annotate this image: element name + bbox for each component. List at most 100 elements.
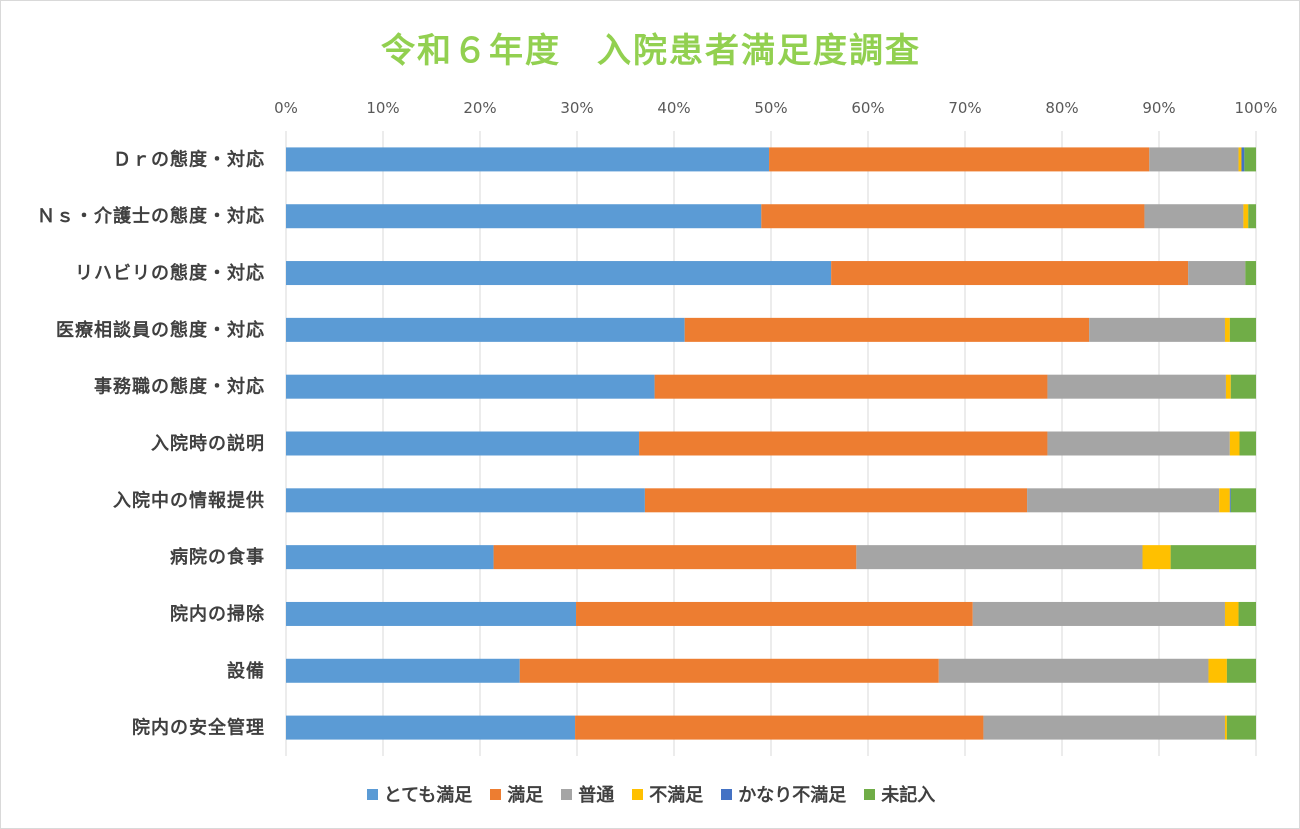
x-tick-label: 30% xyxy=(560,99,593,117)
bar-segment xyxy=(575,715,984,740)
bar-segment xyxy=(1226,658,1256,683)
category-label: 院内の掃除 xyxy=(170,603,265,625)
legend-label: かなり不満足 xyxy=(738,785,847,806)
bar-segment xyxy=(1089,317,1225,342)
bar-segment xyxy=(286,601,577,626)
x-axis-ticks: 0% 10% 20% 30% 40% 50% 60% 70% 80% 90% 100% xyxy=(274,99,1277,117)
x-tick-label: 70% xyxy=(948,99,981,117)
x-tick-label: 50% xyxy=(754,99,787,117)
bar-segment xyxy=(1243,204,1249,229)
bar-segment xyxy=(1149,147,1239,172)
bar-segment xyxy=(1224,715,1227,740)
legend: とても満足 満足 普通 不満足 かなり不満足 未記入 xyxy=(1,781,1300,807)
category-label: 入院時の説明 xyxy=(151,433,265,455)
bar-segment xyxy=(1219,488,1230,513)
bar-segment xyxy=(1225,374,1231,399)
bar-segment xyxy=(1229,488,1231,513)
bar-segment xyxy=(1238,147,1242,172)
bar-segment xyxy=(286,317,685,342)
x-tick-label: 80% xyxy=(1045,99,1078,117)
bar-segment xyxy=(1188,261,1246,286)
x-tick-label: 90% xyxy=(1142,99,1175,117)
bar-segment xyxy=(972,601,1225,626)
category-label: Ｄｒの態度・対応 xyxy=(113,148,265,170)
legend-label: 普通 xyxy=(578,785,615,806)
bar-segment xyxy=(1245,261,1256,286)
bar-segment xyxy=(1230,488,1256,513)
legend-label: 未記入 xyxy=(881,785,936,806)
bar-segment xyxy=(286,545,494,570)
bar-segment xyxy=(286,431,640,456)
bar-segment xyxy=(286,261,832,286)
bar-segment xyxy=(1027,488,1220,513)
legend-swatch xyxy=(366,788,378,800)
bar-segment xyxy=(1238,601,1256,626)
bar-segment xyxy=(1144,204,1244,229)
legend-item: とても満足 xyxy=(366,781,473,807)
category-label: 設備 xyxy=(227,660,265,682)
legend-swatch xyxy=(721,788,733,800)
bar-segment xyxy=(654,374,1048,399)
bar-segment xyxy=(1224,601,1239,626)
bar-segment xyxy=(1229,317,1256,342)
category-labels: Ｄｒの態度・対応 Ｎｓ・介護士の態度・対応リハビリの態度・対応医療相談員の態度・対… xyxy=(37,148,265,739)
x-tick-label: 0% xyxy=(274,99,298,117)
bar-segment xyxy=(1047,374,1226,399)
legend-swatch xyxy=(632,788,644,800)
bar-segment xyxy=(1170,545,1256,570)
category-label: 病院の食事 xyxy=(170,546,265,568)
legend-item: 不満足 xyxy=(632,781,703,807)
bar-segment xyxy=(286,715,576,740)
bar-segment xyxy=(831,261,1189,286)
bar-segment xyxy=(1208,658,1227,683)
chart-title: 令和６年度 入院患者満足度調査 xyxy=(381,31,921,71)
x-tick-label: 40% xyxy=(657,99,690,117)
x-tick-label: 100% xyxy=(1235,99,1278,117)
bar-segment xyxy=(286,488,645,513)
bar-segment xyxy=(1224,317,1230,342)
bar-segment xyxy=(769,147,1150,172)
bar-segment xyxy=(286,147,770,172)
category-label: リハビリの態度・対応 xyxy=(75,262,265,284)
bar-segment xyxy=(1244,147,1256,172)
legend-label: とても満足 xyxy=(383,785,473,806)
category-label: 入院中の情報提供 xyxy=(113,489,265,511)
bar-segment xyxy=(1226,715,1256,740)
legend-swatch xyxy=(490,788,502,800)
bar-segment xyxy=(1241,147,1245,172)
bar-segment xyxy=(938,658,1209,683)
bar-segment xyxy=(1239,431,1256,456)
legend-item: かなり不満足 xyxy=(721,781,846,807)
x-tick-label: 10% xyxy=(366,99,399,117)
legend-label: 満足 xyxy=(507,785,544,806)
bar-segment xyxy=(286,204,762,229)
x-tick-label: 60% xyxy=(851,99,884,117)
bar-segment xyxy=(493,545,857,570)
bar-segment xyxy=(856,545,1143,570)
bar-segment xyxy=(1229,431,1240,456)
bar-segment xyxy=(761,204,1145,229)
bar-segment xyxy=(684,317,1090,342)
legend-item: 満足 xyxy=(490,781,543,807)
bar-segment xyxy=(1230,374,1256,399)
bar-segments xyxy=(286,147,1256,740)
bar-segment xyxy=(1047,431,1230,456)
category-label: 院内の安全管理 xyxy=(132,717,265,739)
legend-item: 普通 xyxy=(561,781,614,807)
legend-swatch xyxy=(864,788,876,800)
bar-segment xyxy=(1142,545,1171,570)
bar-segment xyxy=(644,488,1028,513)
bar-segment xyxy=(576,601,973,626)
bar-segment xyxy=(1248,204,1256,229)
legend-label: 不満足 xyxy=(649,785,704,806)
bar-segment xyxy=(983,715,1225,740)
x-tick-label: 20% xyxy=(463,99,496,117)
bar-segment xyxy=(286,374,655,399)
bar-segment xyxy=(286,658,520,683)
category-label: 医療相談員の態度・対応 xyxy=(56,319,265,341)
legend-item: 未記入 xyxy=(864,781,935,807)
category-label: 事務職の態度・対応 xyxy=(94,376,265,398)
legend-swatch xyxy=(561,788,573,800)
